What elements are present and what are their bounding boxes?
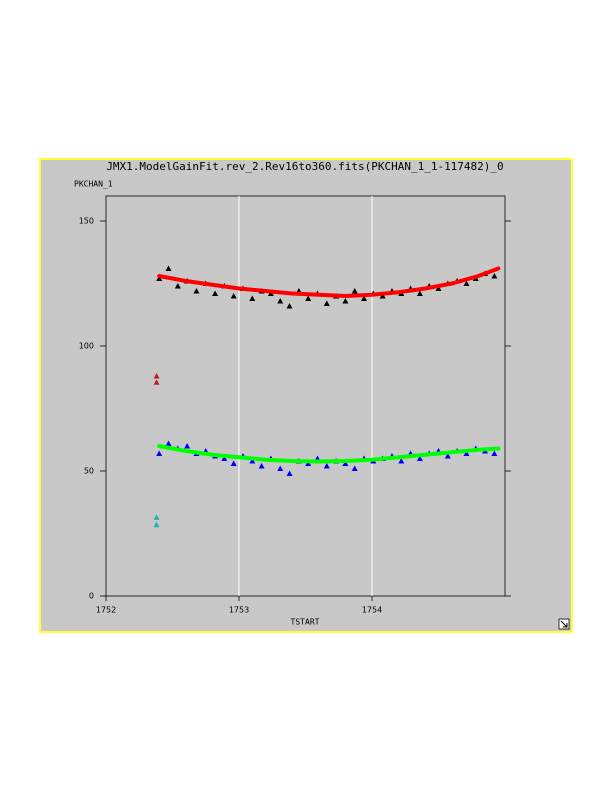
data-point <box>342 298 349 304</box>
data-point <box>444 453 451 459</box>
data-point <box>156 275 163 281</box>
x-tick-label: 1754 <box>362 606 382 615</box>
data-point <box>323 463 330 469</box>
data-point <box>258 463 265 469</box>
y-tick-label: 100 <box>79 342 94 351</box>
y-axis-label: PKCHAN_1 <box>74 180 113 189</box>
data-point <box>193 288 200 294</box>
data-point <box>416 455 423 461</box>
data-point <box>249 295 256 301</box>
data-point <box>286 303 293 309</box>
data-point <box>398 458 405 464</box>
data-point <box>153 521 160 528</box>
data-point <box>156 450 163 456</box>
resize-icon[interactable] <box>558 618 570 630</box>
plot-frame <box>105 195 506 597</box>
chart-title: JMX1.ModelGainFit.rev_2.Rev16to360.fits(… <box>106 160 503 173</box>
data-point <box>286 470 293 476</box>
data-point <box>342 460 349 466</box>
data-point <box>351 465 358 471</box>
data-point <box>361 295 368 301</box>
window-frame <box>39 158 573 633</box>
data-point <box>153 379 160 385</box>
data-point <box>230 293 237 299</box>
data-point <box>463 450 470 456</box>
data-point <box>277 298 284 304</box>
y-tick-label: 0 <box>89 592 94 601</box>
data-point <box>323 300 330 306</box>
data-point <box>277 465 284 471</box>
fit-line <box>157 266 501 299</box>
y-tick-label: 50 <box>84 467 94 476</box>
data-point <box>491 450 498 456</box>
y-tick-label: 150 <box>79 217 94 226</box>
data-point <box>153 373 160 379</box>
data-point <box>249 458 256 464</box>
data-point <box>305 295 312 301</box>
data-point <box>221 455 228 461</box>
data-point <box>165 265 172 271</box>
data-point <box>416 290 423 296</box>
data-point <box>491 273 498 279</box>
data-point <box>165 440 172 446</box>
data-point <box>174 283 181 289</box>
x-tick-label: 1752 <box>96 606 116 615</box>
x-axis-label: TSTART <box>291 618 320 627</box>
data-point <box>153 514 160 520</box>
data-point <box>230 460 237 466</box>
data-point <box>184 443 191 449</box>
data-point <box>212 290 219 296</box>
data-point <box>351 288 358 294</box>
fit-line <box>157 444 501 464</box>
x-tick-label: 1753 <box>229 606 249 615</box>
data-point <box>463 280 470 286</box>
data-point <box>435 285 442 291</box>
